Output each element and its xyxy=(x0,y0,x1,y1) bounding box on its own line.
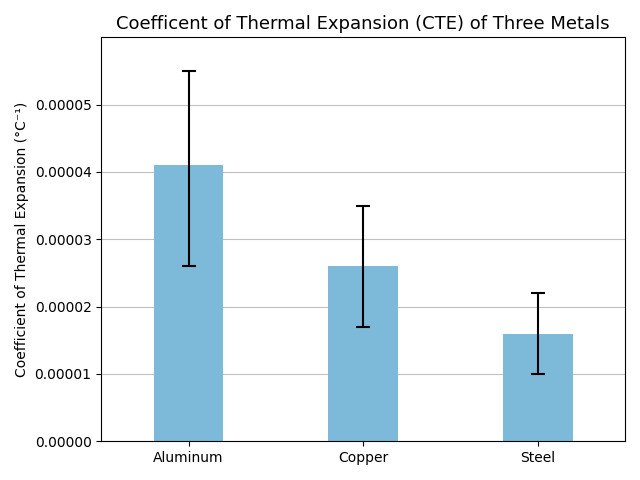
Y-axis label: Coefficient of Thermal Expansion (°C⁻¹): Coefficient of Thermal Expansion (°C⁻¹) xyxy=(15,102,29,377)
Bar xyxy=(328,266,398,441)
Bar xyxy=(154,165,223,441)
Title: Coefficent of Thermal Expansion (CTE) of Three Metals: Coefficent of Thermal Expansion (CTE) of… xyxy=(116,15,610,33)
Bar xyxy=(503,334,573,441)
